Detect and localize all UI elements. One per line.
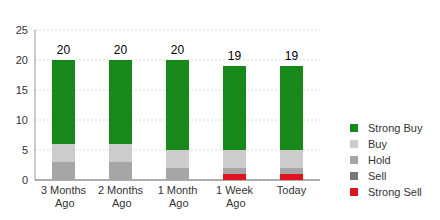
legend-label: Sell [368,170,386,182]
bar-segment [52,60,75,144]
x-tick-label-line: 1 Week [216,184,254,196]
bar-segment [52,162,75,180]
legend-swatch [350,156,358,164]
total-label: 20 [57,43,71,57]
y-tick-label: 0 [22,174,28,186]
x-tick-label-line: Ago [166,197,188,209]
y-tick-label: 20 [16,54,28,66]
bar-segment [52,144,75,162]
legend-swatch [350,172,358,180]
legend-swatch [350,188,358,196]
legend-label: Hold [368,154,391,166]
x-tick-label: Today [277,184,307,196]
bar-segment [280,168,303,174]
grid-line [35,30,320,31]
x-tick-label-line: 3 Months [41,184,87,196]
total-label: 20 [114,43,128,57]
total-label: 19 [228,49,242,63]
bar-segment [280,66,303,150]
bar-segment [109,60,132,144]
x-tick-label-line: 2 Months [98,184,144,196]
total-label: 20 [171,43,185,57]
y-tick-label: 10 [16,114,28,126]
bar-segment [223,150,246,168]
bar-segment [223,66,246,150]
x-tick-label-line: Today [277,184,307,196]
legend-swatch [350,124,358,132]
y-tick-label: 25 [16,24,28,36]
x-tick-label: 3 Months Ago [41,184,87,209]
bar-segment [109,162,132,180]
y-tick-label: 5 [22,144,28,156]
bar-segment [166,60,189,150]
bar-segment [166,150,189,168]
bar-segment [280,174,303,180]
bar-segment [166,168,189,180]
x-tick-label-line: Ago [109,197,131,209]
x-tick-label-line: 1 Month [158,184,198,196]
legend-label: Strong Sell [368,186,422,198]
bar-segment [223,174,246,180]
y-axis [35,30,36,180]
legend-swatch [350,140,358,148]
x-tick-label: 1 Week Ago [216,184,254,209]
x-tick-label: 1 Month Ago [158,184,198,209]
y-tick-label: 15 [16,84,28,96]
total-label: 19 [285,49,299,63]
x-tick-label-line: Ago [52,197,74,209]
x-tick-label-line: Ago [223,197,245,209]
legend-label: Strong Buy [368,122,423,134]
legend-label: Buy [368,138,387,150]
bar-segment [223,168,246,174]
bars [52,60,303,180]
chart: 051015202520202019193 Months Ago2 Months… [0,0,440,220]
x-tick-label: 2 Months Ago [98,184,144,209]
bar-segment [109,144,132,162]
bar-segment [280,150,303,168]
